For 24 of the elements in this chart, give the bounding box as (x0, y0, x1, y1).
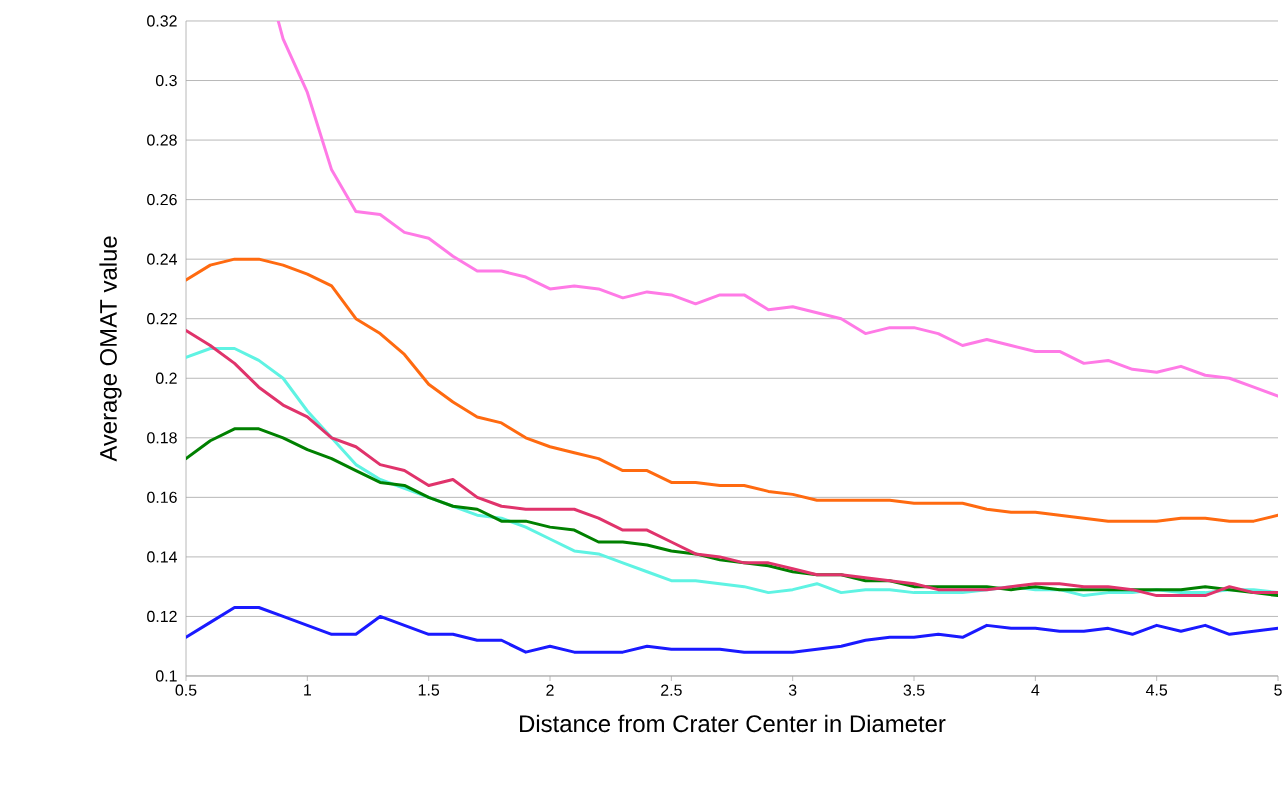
y-tick-label: 0.2 (155, 372, 177, 384)
y-tick-label: 0.18 (147, 432, 177, 444)
x-tick-label: 1.5 (418, 684, 440, 696)
x-tick-label: 5 (1274, 684, 1282, 696)
x-tick-label: 4 (1031, 684, 1040, 696)
x-tick-label: 2 (546, 684, 554, 696)
y-tick-label: 0.12 (147, 610, 177, 623)
y-tick-label: 0.14 (147, 551, 178, 563)
y-tick-label: 0.26 (147, 193, 177, 206)
y-tick-label: 0.24 (147, 253, 178, 265)
x-tick-label: 2.5 (661, 684, 682, 696)
y-tick-label: 0.32 (147, 15, 177, 27)
x-axis-title: Distance from Crater Center in Diameter (520, 714, 946, 733)
y-tick-label: 0.28 (147, 134, 177, 146)
x-tick-label: 3.5 (903, 684, 925, 696)
x-tick-label: 3 (788, 684, 797, 696)
x-tick-label: 1 (304, 684, 311, 696)
y-tick-label: 0.22 (147, 313, 177, 325)
y-axis-title: Average OMAT value (99, 236, 122, 462)
y-tick-label: 0.3 (155, 74, 177, 87)
y-tick-label: 0.16 (147, 491, 177, 503)
x-tick-label: 4.5 (1145, 684, 1168, 696)
x-tick-label: 0.5 (175, 684, 197, 696)
y-tick-label: 0.1 (155, 670, 177, 682)
